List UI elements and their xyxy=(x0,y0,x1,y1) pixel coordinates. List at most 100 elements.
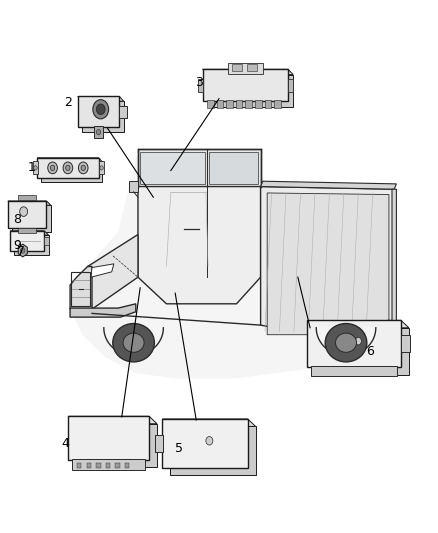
Bar xyxy=(77,463,81,468)
Bar xyxy=(115,463,120,468)
Polygon shape xyxy=(37,158,102,161)
Polygon shape xyxy=(267,193,389,335)
Bar xyxy=(274,100,281,108)
Polygon shape xyxy=(316,328,376,356)
Bar xyxy=(106,463,110,468)
Bar xyxy=(94,126,103,138)
Polygon shape xyxy=(392,189,396,325)
Polygon shape xyxy=(129,181,138,192)
Ellipse shape xyxy=(325,324,367,362)
Bar xyxy=(401,335,410,352)
Polygon shape xyxy=(138,187,261,304)
Polygon shape xyxy=(41,161,102,182)
Bar xyxy=(236,100,243,108)
Bar xyxy=(265,100,271,108)
Bar xyxy=(33,161,38,174)
Bar xyxy=(232,64,242,71)
Bar xyxy=(125,463,130,468)
Polygon shape xyxy=(70,149,394,378)
Polygon shape xyxy=(314,328,409,375)
Bar xyxy=(226,100,233,108)
Circle shape xyxy=(96,104,105,115)
Bar xyxy=(37,158,99,178)
Polygon shape xyxy=(208,75,293,107)
Polygon shape xyxy=(88,235,138,309)
Polygon shape xyxy=(104,328,163,356)
Bar xyxy=(119,106,127,118)
Bar xyxy=(71,272,90,306)
Circle shape xyxy=(81,165,85,171)
Bar xyxy=(207,100,214,108)
Polygon shape xyxy=(202,69,293,75)
Ellipse shape xyxy=(123,333,144,352)
Bar xyxy=(228,63,263,74)
Polygon shape xyxy=(18,244,27,257)
Circle shape xyxy=(34,166,37,170)
Polygon shape xyxy=(209,152,258,184)
Polygon shape xyxy=(162,419,256,426)
Polygon shape xyxy=(8,201,51,205)
Text: 2: 2 xyxy=(64,96,72,109)
Circle shape xyxy=(355,337,361,345)
Bar xyxy=(68,416,149,460)
Polygon shape xyxy=(14,235,49,255)
Ellipse shape xyxy=(113,324,154,362)
Bar xyxy=(44,237,49,245)
Bar xyxy=(202,69,288,101)
Bar xyxy=(198,79,203,92)
Circle shape xyxy=(206,437,213,445)
Bar xyxy=(288,79,293,92)
Bar xyxy=(162,419,248,468)
Polygon shape xyxy=(82,101,124,132)
Polygon shape xyxy=(140,152,205,184)
Bar xyxy=(73,459,145,470)
Bar xyxy=(78,96,119,127)
Circle shape xyxy=(21,248,25,253)
Bar xyxy=(18,228,36,233)
Bar xyxy=(86,463,91,468)
Polygon shape xyxy=(261,181,396,189)
Circle shape xyxy=(20,207,28,216)
Polygon shape xyxy=(307,320,409,328)
Bar xyxy=(311,366,396,376)
Circle shape xyxy=(93,100,109,119)
Bar xyxy=(255,100,262,108)
Circle shape xyxy=(96,130,101,135)
Ellipse shape xyxy=(336,333,357,352)
Polygon shape xyxy=(70,304,136,317)
Text: 7: 7 xyxy=(17,245,25,258)
Bar xyxy=(216,100,223,108)
Text: 8: 8 xyxy=(14,213,21,226)
Text: 6: 6 xyxy=(366,345,374,358)
Bar xyxy=(307,320,401,367)
Circle shape xyxy=(50,165,55,171)
Circle shape xyxy=(78,162,88,174)
Polygon shape xyxy=(68,416,157,424)
Circle shape xyxy=(48,162,57,174)
Text: 1: 1 xyxy=(28,161,35,174)
Bar xyxy=(247,64,257,71)
Bar xyxy=(8,201,46,228)
Text: 9: 9 xyxy=(14,239,21,252)
Circle shape xyxy=(100,166,103,170)
Polygon shape xyxy=(76,424,157,467)
Text: 3: 3 xyxy=(195,76,203,89)
Polygon shape xyxy=(70,266,92,309)
Circle shape xyxy=(66,165,70,171)
Text: 4: 4 xyxy=(61,437,69,450)
Bar xyxy=(18,195,36,200)
Polygon shape xyxy=(10,231,49,235)
Polygon shape xyxy=(170,426,256,475)
Polygon shape xyxy=(78,96,124,101)
Bar xyxy=(245,100,252,108)
Bar xyxy=(155,435,163,452)
Polygon shape xyxy=(12,205,51,232)
Text: 5: 5 xyxy=(175,442,183,455)
Circle shape xyxy=(63,162,73,174)
Bar xyxy=(99,161,104,174)
Polygon shape xyxy=(91,264,114,277)
Bar xyxy=(10,231,44,251)
Polygon shape xyxy=(261,187,394,341)
Bar xyxy=(96,463,100,468)
Polygon shape xyxy=(138,149,261,187)
